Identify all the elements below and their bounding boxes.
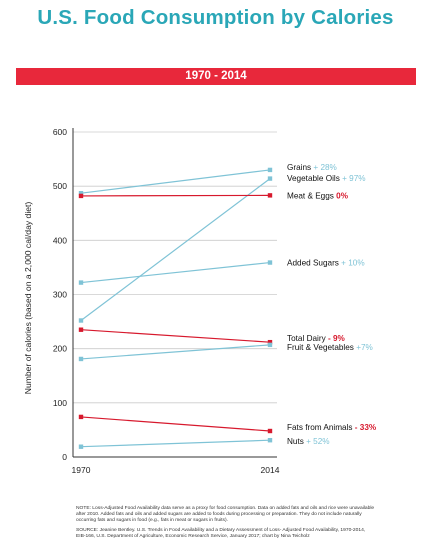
- series-line: [80, 329, 271, 343]
- note-text: NOTE: Loss-Adjusted Food Availability da…: [76, 506, 375, 524]
- series-line: [80, 178, 271, 321]
- series-line: [80, 169, 271, 194]
- y-tick-label: 600: [53, 127, 67, 137]
- grid-layer: [73, 131, 277, 404]
- series-label: Nuts + 52%: [287, 437, 330, 446]
- data-point: [78, 191, 84, 196]
- series-line: [80, 439, 271, 448]
- y-tick-label: 300: [53, 290, 67, 300]
- data-point: [78, 356, 84, 362]
- data-point: [267, 342, 273, 348]
- data-point: [267, 167, 273, 173]
- data-point: [78, 193, 84, 199]
- series-change: + 10%: [341, 259, 364, 268]
- y-tick-label: 400: [53, 235, 67, 245]
- series-label: Meat & Eggs 0%: [287, 191, 349, 200]
- line-chart: 0 100 200 300 400 500 600 1970 2014 Grains + 28%…: [53, 127, 377, 475]
- data-point: [267, 428, 273, 434]
- series-label: Fats from Animals - 33%: [287, 423, 377, 432]
- series-line: [80, 416, 271, 432]
- data-point: [78, 318, 84, 323]
- x-tick-label: 2014: [261, 465, 280, 475]
- data-point: [78, 414, 84, 420]
- y-tick-label: 100: [53, 398, 67, 408]
- series-label: Fruit & Vegetables +7%: [287, 343, 373, 352]
- y-axis-title: Number of calories (based on a 2,000 cal…: [23, 201, 33, 395]
- series-change: + 52%: [306, 437, 329, 446]
- x-tick-label: 1970: [72, 465, 91, 475]
- period-band: 1970 - 2014: [16, 68, 416, 85]
- series-layer: [78, 167, 273, 449]
- series-line: [80, 194, 271, 197]
- series-label: Total Dairy - 9%: [287, 334, 346, 343]
- data-point: [267, 176, 273, 181]
- axis-layer: 0 100 200 300 400 500 600 1970 2014: [53, 127, 280, 475]
- series-change: + 28%: [313, 163, 336, 172]
- series-line: [80, 261, 271, 284]
- data-point: [78, 444, 84, 449]
- data-point: [78, 327, 84, 332]
- series-label: Vegetable Oils + 97%: [287, 174, 366, 183]
- data-point: [267, 339, 273, 345]
- source-text: SOURCE: Jeanine Bentley. U.S. Trends in …: [76, 528, 366, 540]
- series-change: 0%: [336, 191, 349, 200]
- data-point: [267, 260, 273, 265]
- y-tick-label: 0: [62, 452, 67, 462]
- series-label: Grains + 28%: [287, 163, 337, 172]
- y-tick-label: 200: [53, 344, 67, 354]
- series-change: - 33%: [355, 423, 377, 432]
- page-title: U.S. Food Consumption by Calories: [37, 6, 394, 29]
- footnotes: NOTE: Loss-Adjusted Food Availability da…: [76, 506, 376, 544]
- data-point: [267, 193, 273, 198]
- series-label: Added Sugars + 10%: [287, 259, 365, 268]
- series-change: + 97%: [342, 174, 365, 183]
- data-point: [267, 438, 273, 443]
- data-point: [78, 280, 84, 285]
- series-line: [80, 344, 271, 360]
- series-change: - 9%: [328, 334, 346, 343]
- series-change: +7%: [356, 343, 373, 352]
- y-tick-label: 500: [53, 181, 67, 191]
- label-layer: Grains + 28% Vegetable Oils + 97% Meat & E…: [287, 163, 377, 446]
